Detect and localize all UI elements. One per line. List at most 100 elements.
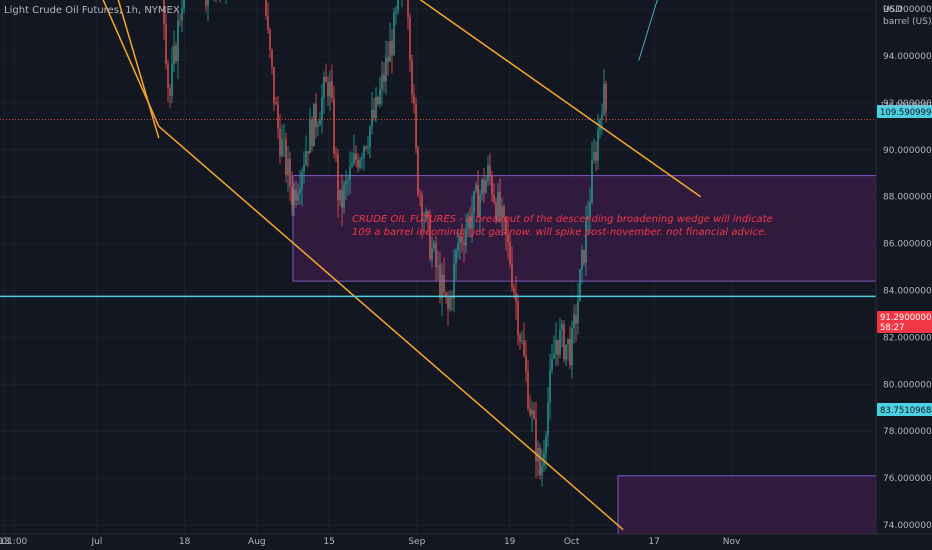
candle-body xyxy=(295,189,297,201)
candle-body xyxy=(415,104,417,148)
candle-body xyxy=(453,263,455,299)
candle-body xyxy=(315,103,317,127)
candle-body xyxy=(333,98,335,154)
trendline-lower-descending-1[interactable] xyxy=(4,0,160,127)
zones-layer xyxy=(292,175,877,535)
x-tick-label: Sep xyxy=(408,537,425,547)
candle-body xyxy=(547,402,549,436)
candle-body xyxy=(427,211,429,218)
trendlines-layer xyxy=(4,0,702,531)
candle-body xyxy=(365,146,367,149)
candle-body xyxy=(593,152,595,160)
candle-body xyxy=(507,234,509,242)
candle-body xyxy=(327,81,329,97)
candle-body xyxy=(433,243,435,249)
candle-body xyxy=(449,296,451,310)
candle-body xyxy=(535,418,537,462)
candle-body xyxy=(179,20,181,22)
countdown-text: 58:27 xyxy=(880,323,905,333)
candle-body xyxy=(289,158,291,187)
candle-body xyxy=(329,81,331,97)
candle-body xyxy=(307,151,309,154)
candle-body xyxy=(285,138,287,176)
candle-body xyxy=(279,128,281,156)
candle-body xyxy=(341,189,343,208)
trendline-mid-descending[interactable] xyxy=(4,0,160,139)
candle-body xyxy=(579,269,581,301)
trendline-lower-wedge[interactable] xyxy=(158,125,624,531)
candle-body xyxy=(407,0,409,18)
candle-body xyxy=(409,17,411,61)
candle-body xyxy=(163,0,165,24)
candle-body xyxy=(183,0,185,9)
candle-body xyxy=(411,60,413,95)
candle-body xyxy=(349,166,351,181)
candle-body xyxy=(581,249,583,270)
candle-body xyxy=(601,114,603,120)
candle-body xyxy=(549,369,551,403)
candle-body xyxy=(351,163,353,167)
candle-body xyxy=(339,189,341,201)
candle-body xyxy=(439,265,441,299)
y-tick-label: 94.00000000 xyxy=(883,52,932,62)
candle-body xyxy=(273,66,275,103)
y-tick-label: 78.00000000 xyxy=(883,427,932,437)
candle-body xyxy=(299,188,301,193)
candle-body xyxy=(491,175,493,195)
level-high-badge-text: 109.59099919 xyxy=(880,108,932,118)
candle-body xyxy=(519,335,521,341)
candle-body xyxy=(597,130,599,161)
candle-body xyxy=(521,340,523,342)
level-high-badge: 109.59099919 xyxy=(877,105,932,118)
candle-body xyxy=(503,206,505,218)
candle-body xyxy=(355,153,357,161)
candle-body xyxy=(473,191,475,214)
candle-body xyxy=(305,151,307,165)
y-axis[interactable]: 74.00000000 76.00000000 78.00000000 80.0000… xyxy=(883,0,932,531)
candle-body xyxy=(479,194,481,217)
candle-body xyxy=(269,29,271,50)
x-tick-label: 19 xyxy=(504,537,516,547)
last-price-badge: 91.29000000 58:27 xyxy=(877,311,932,333)
y-tick-label: 74.00000000 xyxy=(883,521,932,531)
x-tick-label: 13 xyxy=(0,537,10,547)
candle-body xyxy=(511,263,513,288)
chart-title: Light Crude Oil Futures, 1h, NYMEX xyxy=(4,5,180,16)
candle-body xyxy=(447,297,449,310)
candle-body xyxy=(177,20,179,62)
candle-body xyxy=(169,88,171,96)
candle-body xyxy=(495,202,497,219)
candle-body xyxy=(559,330,561,355)
candle-body xyxy=(529,408,531,415)
candle-body xyxy=(565,344,567,360)
candle-body xyxy=(531,410,533,415)
candle-body xyxy=(207,0,209,6)
candle-body xyxy=(331,81,333,99)
zone-rect[interactable] xyxy=(292,175,877,282)
candle-body xyxy=(373,109,375,119)
zone-rect[interactable] xyxy=(617,475,877,535)
candle-body xyxy=(377,97,379,104)
candle-body xyxy=(563,324,565,360)
candle-body xyxy=(379,89,381,104)
candle-body xyxy=(525,355,527,372)
candle-body xyxy=(431,248,433,260)
level-low-badge: 83.75109683 xyxy=(877,403,932,416)
candle-body xyxy=(465,229,467,246)
candle-body xyxy=(493,194,495,203)
candle-body xyxy=(165,23,167,64)
projection-arrow[interactable] xyxy=(638,0,747,61)
candle-body xyxy=(467,216,469,230)
candle-body xyxy=(451,296,453,299)
candle-body xyxy=(395,10,397,13)
x-tick-label: 01:00 xyxy=(1,537,27,547)
candle-body xyxy=(457,243,459,251)
candle-body xyxy=(317,125,319,127)
candle-body xyxy=(391,41,393,55)
trendline-upper-wedge[interactable] xyxy=(257,0,702,198)
candle-body xyxy=(337,154,339,201)
candle-body xyxy=(413,94,415,105)
y-tick-label: 76.00000000 xyxy=(883,474,932,484)
